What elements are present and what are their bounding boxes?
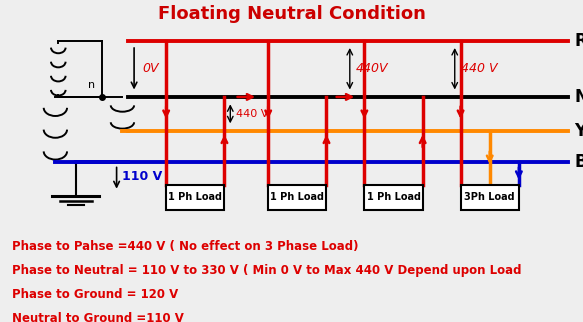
Text: Phase to Pahse =440 V ( No effect on 3 Phase Load): Phase to Pahse =440 V ( No effect on 3 P… — [12, 240, 358, 253]
Text: 3Ph Load: 3Ph Load — [465, 192, 515, 202]
Text: Phase to Ground = 120 V: Phase to Ground = 120 V — [12, 288, 178, 301]
Text: 440 V: 440 V — [236, 109, 269, 119]
Text: 1 Ph Load: 1 Ph Load — [271, 192, 324, 202]
Text: R: R — [574, 32, 583, 50]
Text: n: n — [88, 80, 95, 90]
Bar — [461, 185, 519, 210]
Text: 440 V: 440 V — [461, 62, 497, 75]
Text: 0V: 0V — [143, 62, 159, 75]
Text: Floating Neutral Condition: Floating Neutral Condition — [157, 5, 426, 23]
Bar — [268, 185, 326, 210]
Text: Phase to Neutral = 110 V to 330 V ( Min 0 V to Max 440 V Depend upon Load: Phase to Neutral = 110 V to 330 V ( Min … — [12, 264, 521, 277]
Text: 1 Ph Load: 1 Ph Load — [168, 192, 222, 202]
Text: B: B — [574, 153, 583, 171]
Bar — [166, 185, 224, 210]
Text: N: N — [574, 88, 583, 106]
Text: Y: Y — [574, 122, 583, 140]
Text: 1 Ph Load: 1 Ph Load — [367, 192, 420, 202]
Bar — [364, 185, 423, 210]
Text: 110 V: 110 V — [122, 170, 163, 184]
Text: Neutral to Ground =110 V: Neutral to Ground =110 V — [12, 312, 184, 322]
Text: 440V: 440V — [356, 62, 388, 75]
